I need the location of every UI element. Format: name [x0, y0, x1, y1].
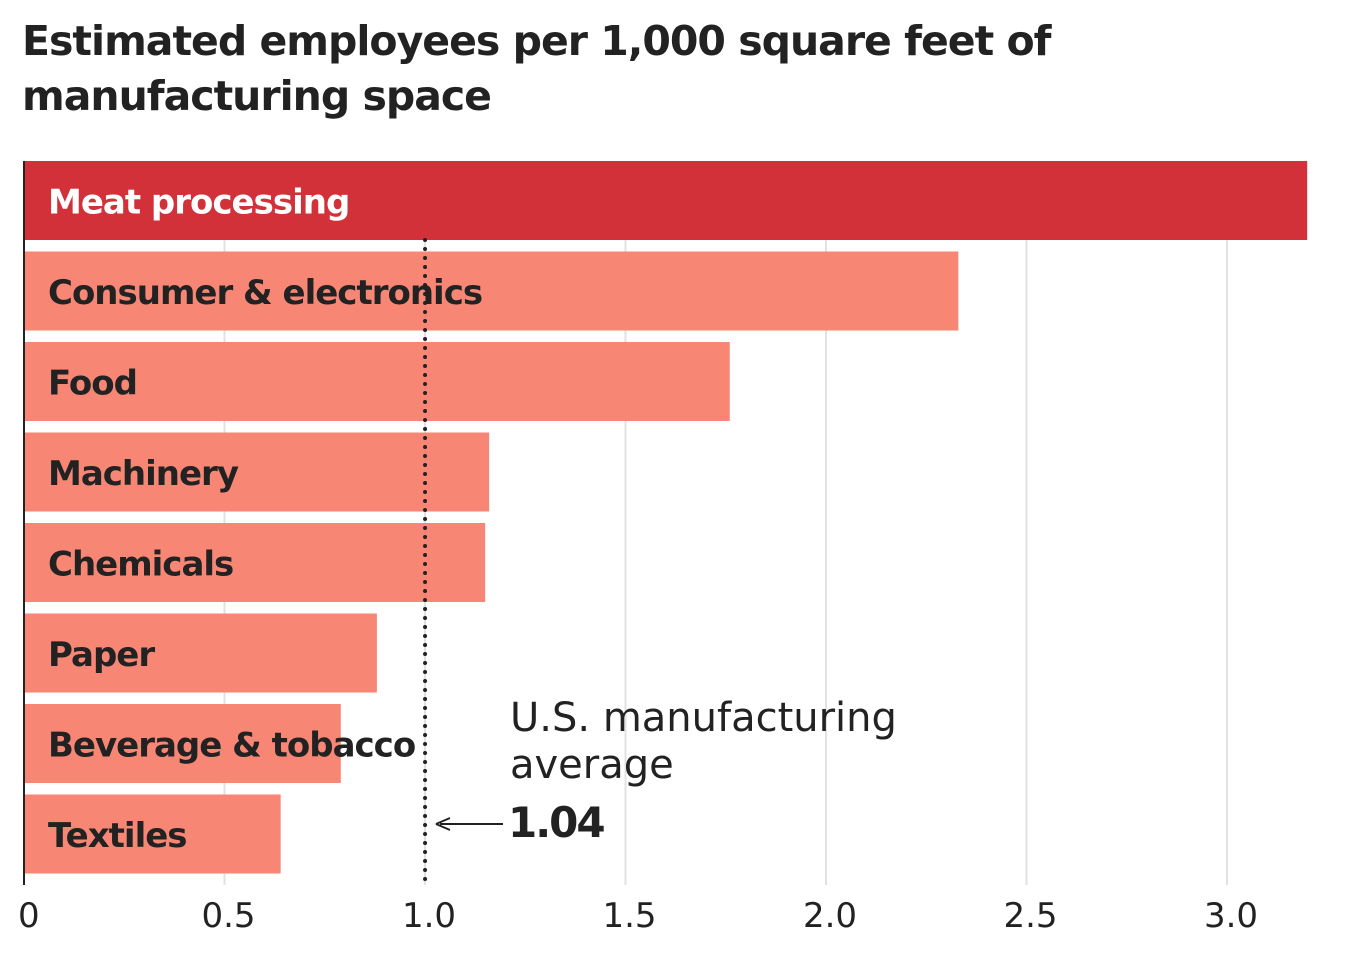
- x-tick-label: 2.5: [1003, 896, 1057, 936]
- x-tick-label: 0.5: [201, 896, 255, 936]
- arrow-left-icon: [435, 817, 451, 831]
- bar-label: Consumer & electronics: [48, 273, 482, 313]
- bar: [24, 613, 377, 693]
- bar: [24, 794, 281, 874]
- bar-label: Textiles: [48, 816, 187, 856]
- bars: [24, 161, 1308, 874]
- bar: [24, 704, 341, 783]
- x-tick-label: 3.0: [1204, 896, 1258, 936]
- bar-labels: Meat processing Consumer & electronics Foo…: [48, 183, 483, 857]
- bar-label: Machinery: [48, 454, 239, 494]
- x-axis-ticks: 0 0.5 1.0 1.5 2.0 2.5 3.0: [18, 896, 1258, 936]
- annotation-line-1: U.S. manufacturing: [510, 695, 897, 741]
- bar: [24, 432, 490, 512]
- x-tick-label: 1.5: [602, 896, 656, 936]
- bar-label: Food: [48, 364, 137, 404]
- bar-label: Paper: [48, 635, 155, 675]
- chart-title: Estimated employees per 1,000 square fee…: [22, 17, 1051, 120]
- annotation-line-2: average: [510, 742, 674, 788]
- bar-label: Chemicals: [48, 545, 233, 585]
- bar-label: Beverage & tobacco: [48, 726, 415, 766]
- x-tick-label: 2.0: [803, 896, 857, 936]
- bar: [24, 251, 959, 331]
- bar-label: Meat processing: [48, 183, 349, 223]
- bar: [24, 342, 730, 421]
- x-tick-label: 1.0: [402, 896, 456, 936]
- bar: [24, 161, 1308, 240]
- x-tick-label: 0: [18, 896, 40, 936]
- bar: [24, 523, 486, 602]
- annotation-value: 1.04: [508, 798, 604, 847]
